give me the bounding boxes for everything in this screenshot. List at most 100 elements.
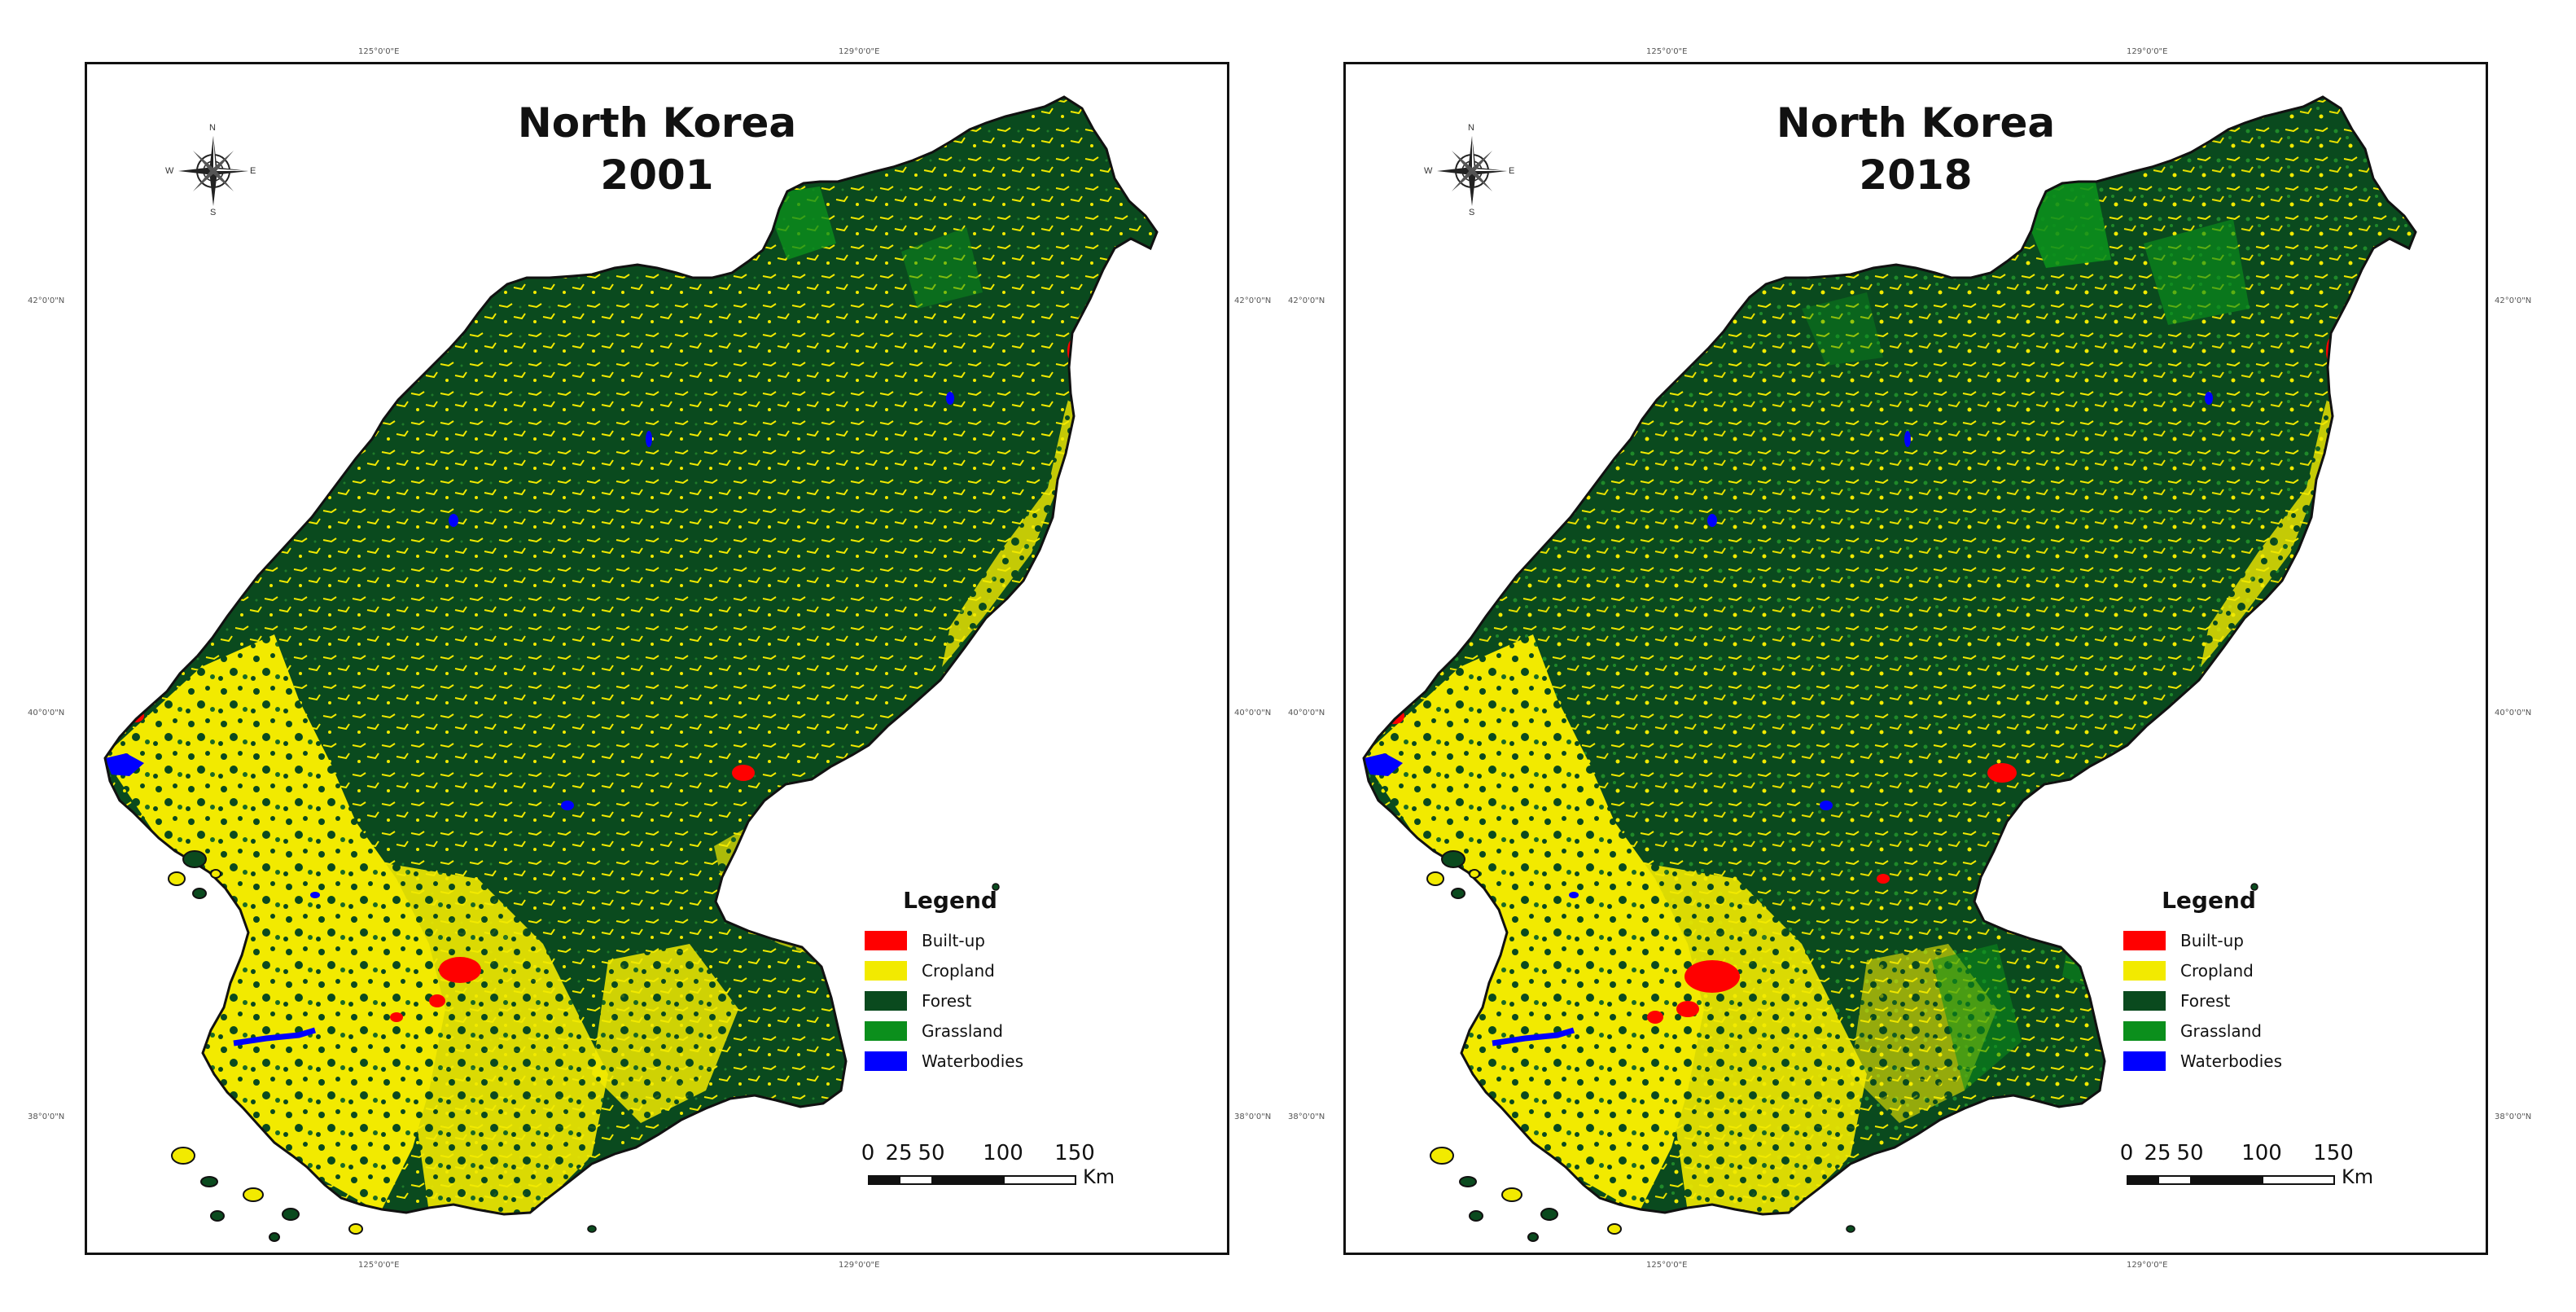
scale-label: 0 — [2119, 1141, 2134, 1165]
scale-label: 100 — [983, 1141, 1023, 1165]
compass-w: W — [165, 166, 174, 176]
graticule-label-right: 40°0'0"N — [2495, 709, 2532, 717]
title-year: 2001 — [600, 151, 714, 199]
compass-rose-icon — [1437, 136, 1507, 206]
legend: Legend Built-up Cropland Forest Grasslan… — [865, 887, 1044, 1076]
scale-segment — [2127, 1175, 2159, 1185]
scale-segment — [931, 1175, 1005, 1185]
graticule-label-bottom: 125°0'0"E — [1646, 1261, 1688, 1270]
land-cover-map — [87, 64, 1229, 1255]
scale-label: 50 — [2176, 1141, 2204, 1165]
graticule-label-top: 129°0'0"E — [2127, 47, 2168, 56]
legend-item-grassland: Grassland — [2123, 1016, 2302, 1046]
legend-swatch — [865, 1020, 907, 1041]
legend: Legend Built-up Cropland Forest Grasslan… — [2123, 887, 2302, 1076]
graticule-label-right: 40°0'0"N — [1234, 709, 1272, 717]
map-title: North Korea 2001 — [494, 97, 820, 201]
scale-segment — [2190, 1175, 2263, 1185]
legend-label: Forest — [922, 990, 972, 1011]
compass-n: N — [209, 123, 216, 133]
legend-item-waterbodies: Waterbodies — [2123, 1046, 2302, 1076]
scale-label: 25 — [885, 1141, 913, 1165]
scale-label: 150 — [2313, 1141, 2354, 1165]
legend-item-built-up: Built-up — [2123, 925, 2302, 955]
compass-s: S — [1469, 208, 1475, 217]
legend-label: Forest — [2180, 990, 2231, 1011]
graticule-label-top: 125°0'0"E — [358, 47, 400, 56]
scale-segment — [868, 1175, 900, 1185]
scale-bar: 0 25 50 100 150 Km — [2119, 1141, 2392, 1206]
scale-label: 150 — [1054, 1141, 1095, 1165]
graticule-label-bottom: 129°0'0"E — [839, 1261, 880, 1270]
legend-item-forest: Forest — [2123, 985, 2302, 1016]
legend-label: Grassland — [922, 1020, 1003, 1041]
legend-title: Legend — [903, 887, 997, 914]
compass-n: N — [1468, 123, 1474, 133]
scale-segment — [1003, 1175, 1076, 1185]
legend-label: Built-up — [922, 930, 985, 950]
legend-swatch — [2123, 960, 2166, 981]
map-panel-2018: N S E W North Korea 2018 Legend Built-up… — [1288, 0, 2576, 1312]
land-cover-map — [1346, 64, 2488, 1255]
legend-swatch — [865, 1051, 907, 1071]
graticule-label-bottom: 129°0'0"E — [2127, 1261, 2168, 1270]
legend-label: Waterbodies — [2180, 1051, 2283, 1071]
compass-e: E — [250, 166, 256, 176]
compass-s: S — [210, 208, 217, 217]
graticule-label-right: 42°0'0"N — [2495, 296, 2532, 305]
scale-label: 100 — [2241, 1141, 2282, 1165]
legend-item-built-up: Built-up — [865, 925, 1044, 955]
graticule-label-left: 42°0'0"N — [1288, 296, 1325, 305]
legend-swatch — [865, 960, 907, 981]
legend-swatch — [865, 990, 907, 1011]
title-country: North Korea — [1776, 99, 2056, 147]
legend-item-waterbodies: Waterbodies — [865, 1046, 1044, 1076]
legend-swatch — [865, 930, 907, 950]
north-arrow-compass: N S E W — [165, 123, 258, 220]
scale-label: 0 — [861, 1141, 875, 1165]
graticule-label-left: 40°0'0"N — [28, 709, 65, 717]
legend-label: Cropland — [922, 960, 995, 981]
scale-unit: Km — [2342, 1165, 2374, 1188]
legend-swatch — [2123, 930, 2166, 950]
graticule-label-bottom: 125°0'0"E — [358, 1261, 400, 1270]
scale-segment — [2262, 1175, 2335, 1185]
map-panel-2001: N S E W North Korea 2001 Legend Built-up… — [28, 47, 1272, 1270]
legend-swatch — [2123, 1051, 2166, 1071]
title-country: North Korea — [517, 99, 797, 147]
north-arrow-compass: N S E W — [1424, 123, 1517, 220]
legend-item-cropland: Cropland — [865, 955, 1044, 985]
legend-title: Legend — [2162, 887, 2256, 914]
legend-label: Grassland — [2180, 1020, 2262, 1041]
compass-rose-icon — [178, 136, 248, 206]
scale-segment — [899, 1175, 933, 1185]
title-year: 2018 — [1859, 151, 1973, 199]
graticule-label-left: 40°0'0"N — [1288, 709, 1325, 717]
map-frame: N S E W North Korea 2018 Legend Built-up… — [1343, 62, 2488, 1255]
legend-label: Waterbodies — [922, 1051, 1024, 1071]
legend-label: Cropland — [2180, 960, 2254, 981]
scale-segment — [2158, 1175, 2192, 1185]
legend-item-grassland: Grassland — [865, 1016, 1044, 1046]
legend-item-cropland: Cropland — [2123, 955, 2302, 985]
legend-swatch — [2123, 990, 2166, 1011]
map-frame: N S E W North Korea 2001 Legend Built-up… — [85, 62, 1229, 1255]
legend-swatch — [2123, 1020, 2166, 1041]
graticule-label-top: 129°0'0"E — [839, 47, 880, 56]
legend-label: Built-up — [2180, 930, 2244, 950]
map-title: North Korea 2018 — [1753, 97, 2079, 201]
graticule-label-right: 38°0'0"N — [1234, 1112, 1272, 1121]
scale-label: 25 — [2144, 1141, 2171, 1165]
graticule-label-right: 42°0'0"N — [1234, 296, 1272, 305]
graticule-label-right: 38°0'0"N — [2495, 1112, 2532, 1121]
graticule-label-top: 125°0'0"E — [1646, 47, 1688, 56]
scale-bar: 0 25 50 100 150 Km — [861, 1141, 1133, 1206]
scale-unit: Km — [1083, 1165, 1115, 1188]
scale-label: 50 — [918, 1141, 945, 1165]
compass-e: E — [1509, 166, 1515, 176]
graticule-label-left: 38°0'0"N — [1288, 1112, 1325, 1121]
compass-w: W — [1424, 166, 1433, 176]
graticule-label-left: 38°0'0"N — [28, 1112, 65, 1121]
legend-item-forest: Forest — [865, 985, 1044, 1016]
graticule-label-left: 42°0'0"N — [28, 296, 65, 305]
